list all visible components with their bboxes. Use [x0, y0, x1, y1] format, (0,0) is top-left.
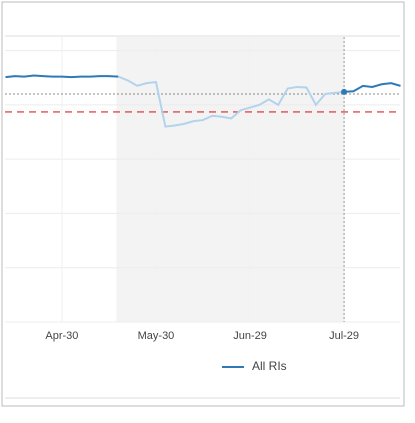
x-tick-label: Jul-29 [329, 330, 359, 342]
x-tick-label: May-30 [138, 330, 175, 342]
series-line [5, 74, 119, 79]
series-line [344, 82, 401, 93]
series-line [117, 75, 345, 128]
shaded-range [116, 37, 345, 322]
point-marker [341, 88, 348, 95]
x-tick-label: Jun-29 [233, 330, 267, 342]
x-tick-label: Apr-30 [45, 330, 78, 342]
legend-label: All RIs [252, 359, 287, 373]
